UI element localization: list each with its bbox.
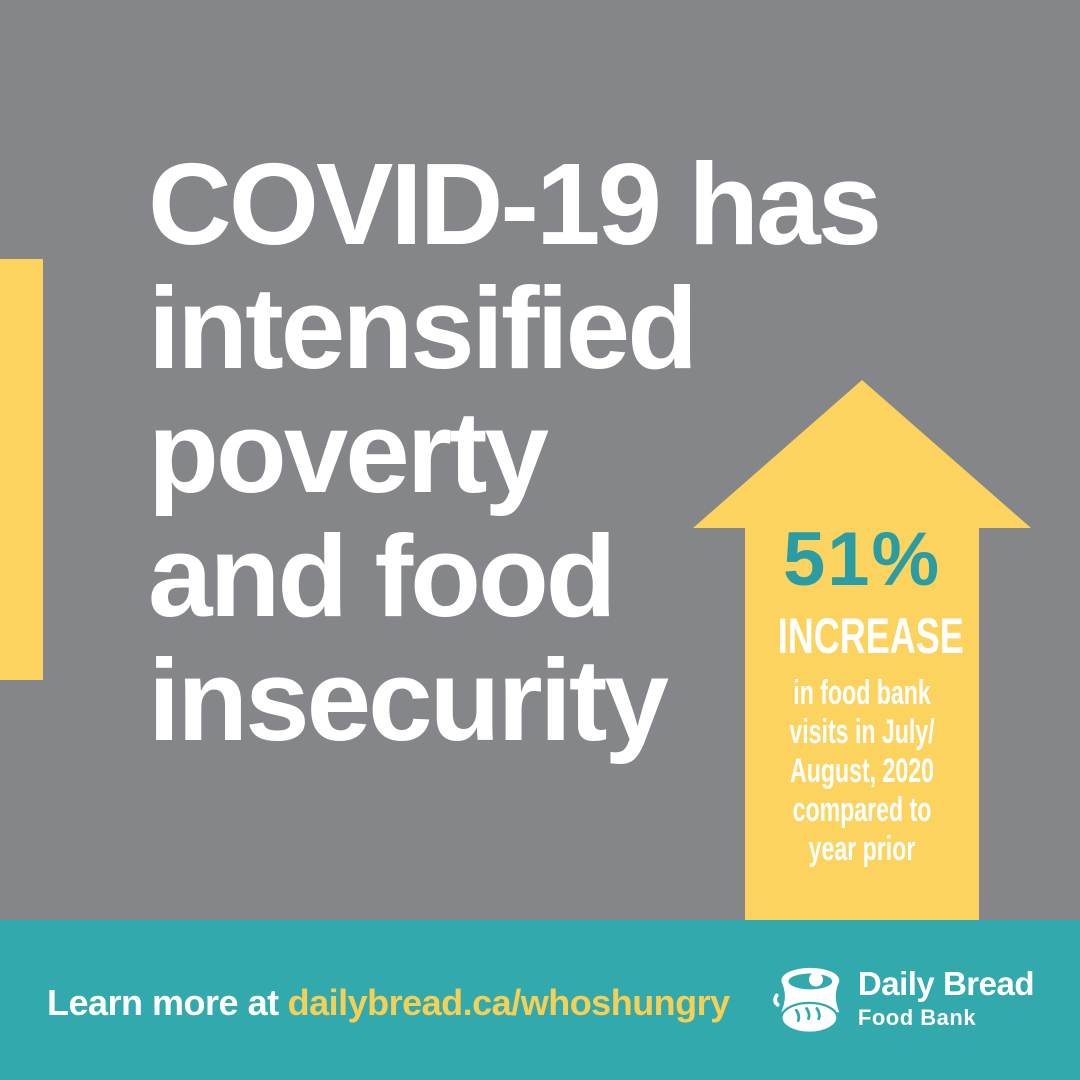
headline-line-3: poverty (148, 387, 549, 517)
headline-line-2: intensified (148, 263, 698, 393)
headline-line-5: insecurity (148, 635, 669, 765)
stat-description: in food bank visits in July/ August, 202… (745, 674, 979, 869)
logo-text: Daily Bread Food Bank (857, 958, 1035, 1030)
stat-description-line-3: August, 2020 (790, 752, 934, 790)
stat-description-line-5: year prior (808, 830, 916, 868)
stat-description-line-2: visits in July/ (789, 713, 935, 751)
learn-more-text: Learn more at dailybread.ca/whoshungry (47, 982, 730, 1024)
stat-description-line-1: in food bank (793, 674, 931, 712)
daily-bread-logo: Daily Bread Food Bank (773, 958, 1035, 1042)
learn-more-prefix: Learn more at (47, 982, 279, 1023)
stat-value: 51% (782, 517, 942, 602)
up-arrow-shape (693, 380, 1031, 920)
footer-bar: Learn more at dailybread.ca/whoshungry (0, 920, 1080, 1080)
logo-name: Daily Bread (857, 965, 1035, 1002)
headline: COVID-19 has intensified poverty and foo… (148, 139, 882, 765)
whoshungry-link[interactable]: dailybread.ca/whoshungry (287, 982, 731, 1023)
headline-line-1: COVID-19 has (148, 139, 882, 269)
stat-description-line-4: compared to (792, 791, 932, 829)
stat-block: 51% INCREASE in food bank visits in July… (745, 522, 979, 869)
stat-label: INCREASE (777, 608, 964, 664)
bread-loaf-figure-icon (773, 967, 840, 1034)
logo-subname: Food Bank (857, 1005, 977, 1030)
headline-line-4: and food (148, 511, 617, 641)
left-accent-bar (0, 259, 43, 680)
